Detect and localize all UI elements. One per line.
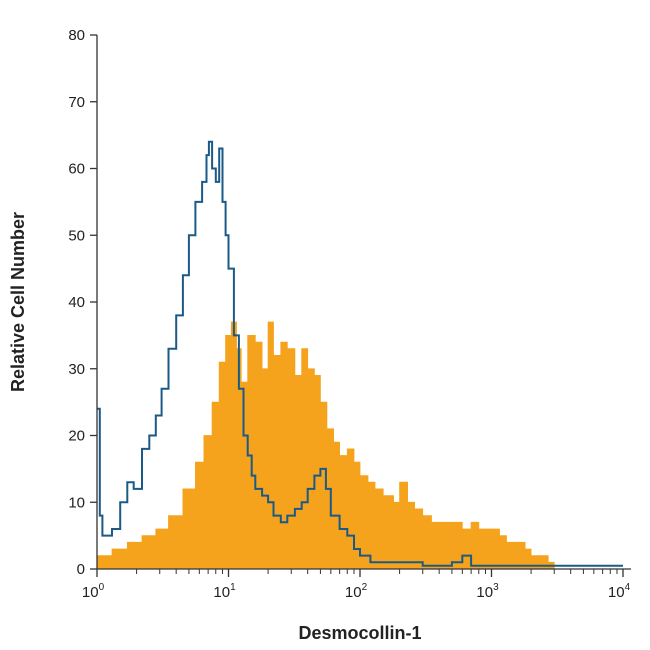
x-tick-label-base: 10	[608, 584, 625, 601]
x-tick-label: 104	[608, 582, 631, 601]
y-tick-label: 70	[68, 94, 85, 111]
y-tick-label: 10	[68, 494, 85, 511]
x-tick-label-exponent: 0	[99, 582, 105, 593]
x-axis-title: Desmocollin-1	[298, 623, 421, 643]
x-tick-label-exponent: 1	[230, 582, 236, 593]
x-tick-label-exponent: 4	[625, 582, 631, 593]
y-tick-label: 30	[68, 361, 85, 378]
x-tick-label-base: 10	[82, 584, 99, 601]
y-tick-label: 0	[77, 561, 85, 578]
series-1-histogram-line	[97, 140, 623, 567]
x-tick-label-base: 10	[345, 584, 362, 601]
y-axis-title: Relative Cell Number	[8, 212, 28, 392]
x-tick-label-base: 10	[213, 584, 230, 601]
series-layer	[96, 140, 623, 570]
series-0-histogram-fill	[96, 321, 555, 570]
x-tick-label: 103	[476, 582, 499, 601]
x-tick-label-exponent: 3	[493, 582, 499, 593]
y-tick-label: 50	[68, 227, 85, 244]
x-tick-label: 102	[345, 582, 368, 601]
y-tick-label: 40	[68, 294, 85, 311]
x-tick-label-base: 10	[476, 584, 493, 601]
y-tick-label: 20	[68, 428, 85, 445]
x-tick-label-exponent: 2	[362, 582, 368, 593]
x-tick-label: 100	[82, 582, 105, 601]
x-tick-label: 101	[213, 582, 236, 601]
y-tick-label: 80	[68, 27, 85, 44]
y-tick-label: 60	[68, 161, 85, 178]
